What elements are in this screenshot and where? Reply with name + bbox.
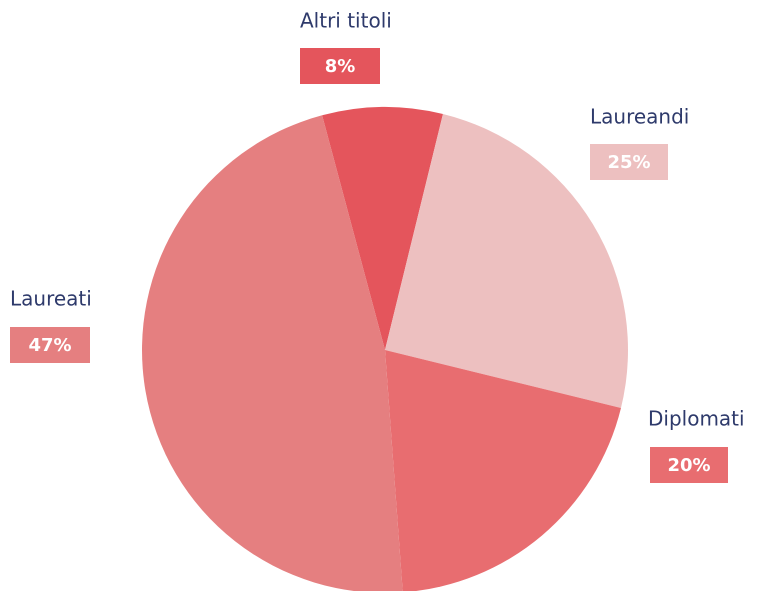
label-box [590, 144, 668, 180]
pie-slice [385, 114, 628, 408]
pie-slice [322, 107, 443, 350]
category-label: Diplomati [648, 407, 745, 431]
label-box [300, 48, 380, 84]
label-box [650, 447, 728, 483]
label-box [10, 327, 90, 363]
value-label: 8% [325, 56, 356, 77]
category-label: Laureandi [590, 105, 689, 129]
category-label: Altri titoli [300, 9, 392, 33]
pie-slice [385, 350, 621, 591]
value-label: 25% [607, 152, 650, 173]
category-label: Laureati [10, 287, 92, 311]
value-label: 20% [667, 455, 710, 476]
value-label: 47% [28, 335, 71, 356]
pie-slice [142, 115, 403, 591]
